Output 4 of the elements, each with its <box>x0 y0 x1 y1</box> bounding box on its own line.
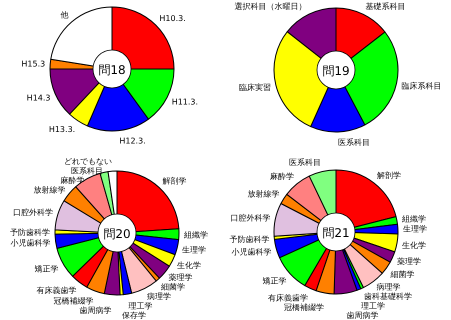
title: 問21 <box>322 226 350 240</box>
title: 問19 <box>322 64 350 78</box>
title: 問20 <box>103 227 131 241</box>
title: 問18 <box>98 63 126 77</box>
